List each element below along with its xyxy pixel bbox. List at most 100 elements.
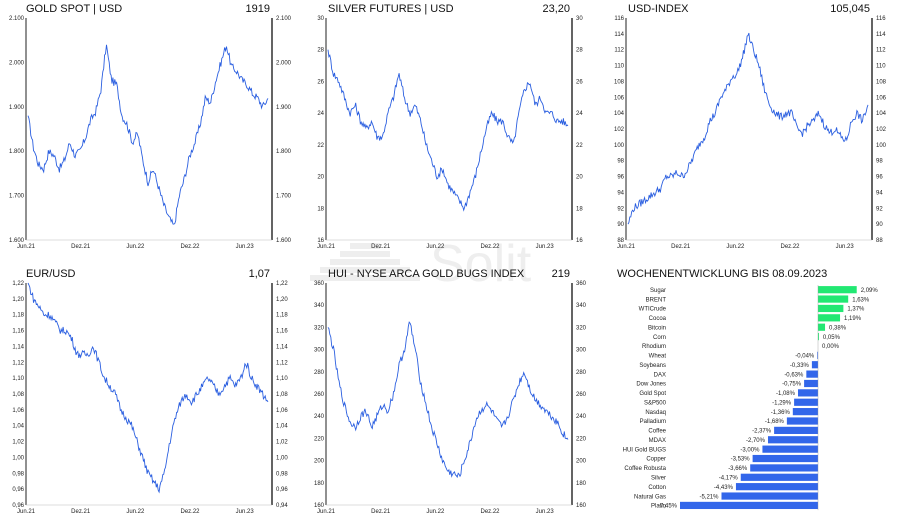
y-tick-label-left: 2.000 — [9, 60, 25, 66]
y-tick-label-right: 320 — [576, 325, 587, 331]
y-tick-label-right: 100 — [876, 143, 887, 149]
y-tick-label-right: 24 — [576, 111, 583, 117]
y-tick-label-left: 22 — [317, 143, 324, 149]
value-label: -1,29% — [772, 400, 792, 406]
x-tick-label: Dez.21 — [71, 509, 91, 515]
value-label: -0,33% — [790, 363, 810, 369]
y-tick-label-left: 160 — [314, 503, 325, 509]
y-tick-label-right: 26 — [576, 79, 583, 85]
y-tick-label-left: 260 — [314, 392, 325, 398]
y-tick-label-left: 106 — [614, 95, 625, 101]
y-tick-label-left: 0,96 — [12, 503, 24, 509]
y-tick-label-left: 200 — [314, 459, 325, 465]
y-tick-label-right: 114 — [876, 32, 886, 38]
x-tick-label: Dez.22 — [180, 244, 200, 250]
category-label: WTICrude — [639, 307, 667, 313]
line-chart-2: 88 88 90 90 92 92 94 94 96 96 98 98 100 100 102 102 104 1… — [614, 16, 887, 250]
bar — [818, 314, 841, 322]
x-tick-label: Dez.22 — [780, 244, 800, 250]
y-tick-label-right: 108 — [876, 79, 887, 85]
category-label: DAX — [654, 372, 666, 378]
bar — [752, 454, 818, 463]
chart-title: USD-INDEX — [628, 3, 689, 15]
value-label: 0,05% — [823, 335, 841, 341]
y-tick-label-right: 1,06 — [276, 408, 288, 414]
bar — [818, 323, 826, 331]
bar — [680, 501, 818, 510]
x-tick-label: Jun.23 — [536, 244, 555, 250]
chart-current-value: 23,20 — [542, 3, 570, 15]
category-label: Coffee Robusta — [624, 466, 666, 472]
chart-current-value: 219 — [551, 268, 570, 280]
y-tick-label-right: 30 — [576, 16, 583, 22]
y-tick-label-left: 112 — [614, 48, 624, 54]
y-tick-label-left: 1,06 — [12, 408, 24, 414]
x-tick-label: Jun.21 — [317, 244, 336, 250]
bar — [811, 361, 818, 369]
y-tick-label-left: 240 — [314, 414, 325, 420]
y-tick-label-right: 16 — [576, 238, 583, 244]
series-line — [627, 32, 869, 225]
y-tick-label-left: 1,12 — [12, 360, 24, 366]
y-tick-label-left: 300 — [314, 348, 325, 354]
y-tick-label-right: 102 — [876, 127, 887, 133]
y-tick-label-left: 1,08 — [12, 392, 24, 398]
category-label: Natural Gas — [634, 494, 666, 500]
y-tick-label-right: 92 — [876, 206, 883, 212]
y-tick-label-left: 102 — [614, 127, 625, 133]
value-label: -3,66% — [728, 466, 748, 472]
y-tick-label-left: 96 — [617, 175, 624, 181]
y-tick-label-left: 340 — [314, 303, 325, 309]
value-label: 0,38% — [829, 325, 847, 331]
y-tick-label-left: 220 — [314, 436, 325, 442]
category-label: Cotton — [648, 485, 666, 491]
chart-current-value: 105,045 — [830, 3, 870, 15]
category-label: Wheat — [649, 354, 667, 360]
x-tick-label: Dez.21 — [371, 244, 391, 250]
weekly-bar-chart: Sugar 2,09% BRENT 1,63% WTICrude 1,37% Cocoa 1,… — [623, 285, 878, 511]
value-label: -2,70% — [746, 438, 766, 444]
chart-title: WOCHENENTWICKLUNG BIS 08.09.2023 — [617, 268, 828, 280]
chart-title: EUR/USD — [26, 268, 76, 280]
value-label: 1,19% — [844, 316, 862, 322]
y-tick-label-right: 1,16 — [276, 329, 288, 335]
value-label: -0,04% — [795, 354, 815, 360]
y-tick-label-right: 1.600 — [276, 238, 292, 244]
y-tick-label-left: 1.800 — [9, 149, 25, 155]
line-chart-3: 0,96 0,94 0,96 0,96 0,98 0,98 1,00 1,00 1,02 1,02… — [12, 281, 288, 515]
y-tick-label-left: 18 — [317, 206, 324, 212]
y-tick-label-left: 24 — [317, 111, 324, 117]
bar — [786, 417, 818, 425]
value-label: -3,00% — [740, 447, 760, 453]
chart-current-value: 1,07 — [248, 268, 270, 280]
category-label: Soybeans — [639, 363, 666, 369]
bar — [774, 426, 818, 434]
y-tick-label-right: 106 — [876, 95, 887, 101]
y-tick-label-right: 110 — [876, 64, 886, 70]
bar — [818, 295, 849, 303]
value-label: -3,53% — [731, 457, 751, 463]
y-tick-label-left: 94 — [617, 190, 624, 196]
category-label: S&P500 — [644, 400, 667, 406]
y-tick-label-right: 1,18 — [276, 313, 288, 319]
value-label: -5,21% — [699, 494, 719, 500]
bar — [797, 389, 818, 397]
y-tick-label-left: 0,98 — [12, 471, 24, 477]
x-tick-label: Jun.22 — [126, 244, 145, 250]
y-tick-label-right: 1,20 — [276, 297, 288, 303]
category-label: Gold Spot — [639, 391, 666, 397]
y-tick-label-right: 1.700 — [276, 194, 292, 200]
y-tick-label-right: 1,12 — [276, 360, 288, 366]
y-tick-label-right: 28 — [576, 48, 583, 54]
x-tick-label: Jun.23 — [836, 244, 855, 250]
y-tick-label-right: 0,98 — [276, 471, 288, 477]
y-tick-label-left: 0,96 — [12, 487, 24, 493]
value-label: -4,43% — [714, 485, 734, 491]
x-tick-label: Jun.21 — [617, 244, 636, 250]
y-tick-label-left: 280 — [314, 370, 325, 376]
y-tick-label-right: 1.800 — [276, 149, 292, 155]
bar — [806, 370, 818, 378]
x-tick-label: Dez.21 — [71, 244, 91, 250]
y-tick-label-left: 88 — [617, 238, 624, 244]
